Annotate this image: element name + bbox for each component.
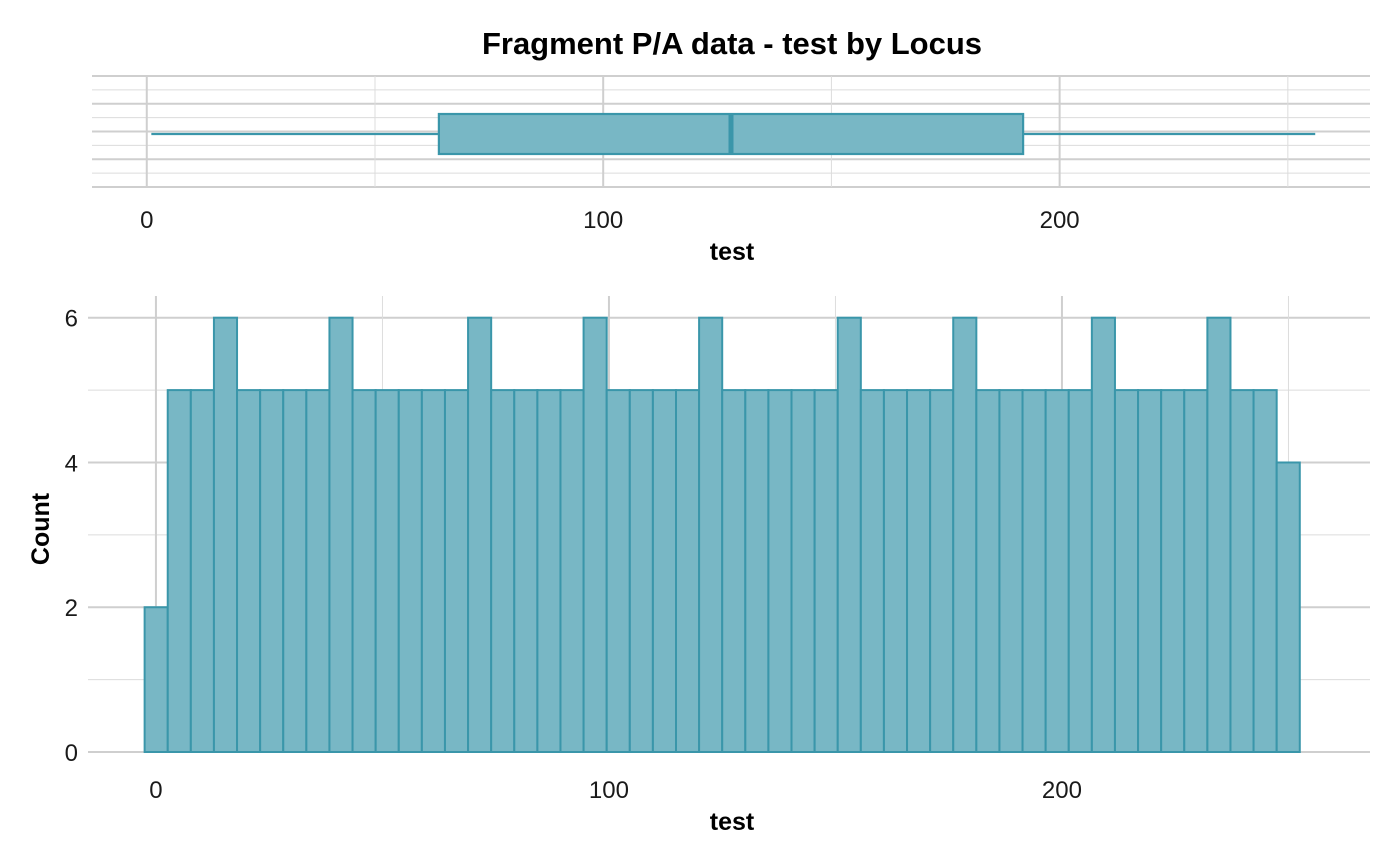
histogram-x-tick-label: 100 bbox=[589, 777, 629, 804]
histogram-bar bbox=[582, 316, 608, 753]
histogram-bar bbox=[189, 389, 215, 753]
histogram-bar bbox=[1229, 389, 1255, 753]
histogram-bar bbox=[698, 316, 724, 753]
histogram-bar bbox=[166, 389, 192, 753]
histogram-bar bbox=[605, 389, 631, 753]
histogram-bar bbox=[929, 389, 955, 753]
histogram-bar bbox=[998, 389, 1024, 753]
histogram-bar bbox=[813, 389, 839, 753]
plot-title: Fragment P/A data - test by Locus bbox=[482, 26, 982, 61]
histogram-x-axis-title: test bbox=[710, 808, 755, 836]
histogram-bar bbox=[351, 389, 377, 753]
histogram-bar bbox=[836, 316, 862, 753]
histogram-bar bbox=[467, 316, 493, 753]
histogram-bar bbox=[1067, 389, 1093, 753]
histogram-bar bbox=[1206, 316, 1232, 753]
histogram-bar bbox=[1183, 389, 1209, 753]
boxplot-panel: 0 100 200 bbox=[92, 75, 1370, 234]
histogram-bar bbox=[236, 389, 262, 753]
histogram-bar bbox=[1252, 389, 1278, 753]
histogram-bar bbox=[721, 389, 747, 753]
histogram-bar bbox=[1044, 389, 1070, 753]
histogram-bar bbox=[859, 389, 885, 753]
histogram-bar bbox=[259, 389, 285, 753]
histogram-bar bbox=[975, 389, 1001, 753]
histogram-bar bbox=[490, 389, 516, 753]
histogram-bar bbox=[1160, 389, 1186, 753]
histogram-bar bbox=[536, 389, 562, 753]
histogram-y-tick-label: 4 bbox=[65, 450, 78, 477]
histogram-x-tick-label: 200 bbox=[1042, 777, 1082, 804]
histogram-bar bbox=[143, 606, 169, 753]
histogram-bar bbox=[651, 389, 677, 753]
histogram-bar bbox=[1021, 389, 1047, 753]
histogram-bar bbox=[767, 389, 793, 753]
histogram-bar bbox=[443, 389, 470, 753]
histogram-panel: 0 100 200 0 2 4 6 bbox=[65, 296, 1370, 804]
histogram-y-axis-title: Count bbox=[27, 492, 55, 565]
boxplot-x-tick-label: 200 bbox=[1040, 207, 1080, 234]
histogram-bar bbox=[744, 389, 770, 753]
histogram-bar bbox=[906, 389, 932, 753]
histogram-y-tick-label: 0 bbox=[65, 740, 78, 767]
boxplot-x-axis-title: test bbox=[710, 238, 755, 266]
histogram-bar bbox=[305, 389, 331, 753]
histogram-bar bbox=[420, 389, 446, 753]
histogram-bar bbox=[674, 389, 701, 753]
histogram-bar bbox=[513, 389, 539, 753]
histogram-bar bbox=[1090, 316, 1116, 753]
histogram-bar bbox=[282, 389, 308, 753]
histogram-bar bbox=[628, 389, 654, 753]
histogram-bar bbox=[374, 389, 400, 753]
boxplot-x-tick-label: 100 bbox=[583, 207, 623, 234]
histogram-x-tick-label: 0 bbox=[149, 777, 162, 804]
histogram-bar bbox=[212, 316, 239, 753]
histogram-bar bbox=[1137, 389, 1163, 753]
histogram-bar bbox=[328, 316, 354, 753]
histogram-bar bbox=[882, 389, 909, 753]
boxplot-x-tick-label: 0 bbox=[140, 207, 153, 234]
histogram-bar bbox=[559, 389, 585, 753]
histogram-y-tick-label: 6 bbox=[65, 306, 78, 333]
histogram-y-tick-label: 2 bbox=[65, 595, 78, 622]
histogram-bar bbox=[952, 316, 978, 753]
histogram-bar bbox=[1113, 389, 1140, 753]
histogram-bar bbox=[1275, 461, 1301, 753]
histogram-bar bbox=[397, 389, 423, 753]
histogram-bar bbox=[790, 389, 816, 753]
